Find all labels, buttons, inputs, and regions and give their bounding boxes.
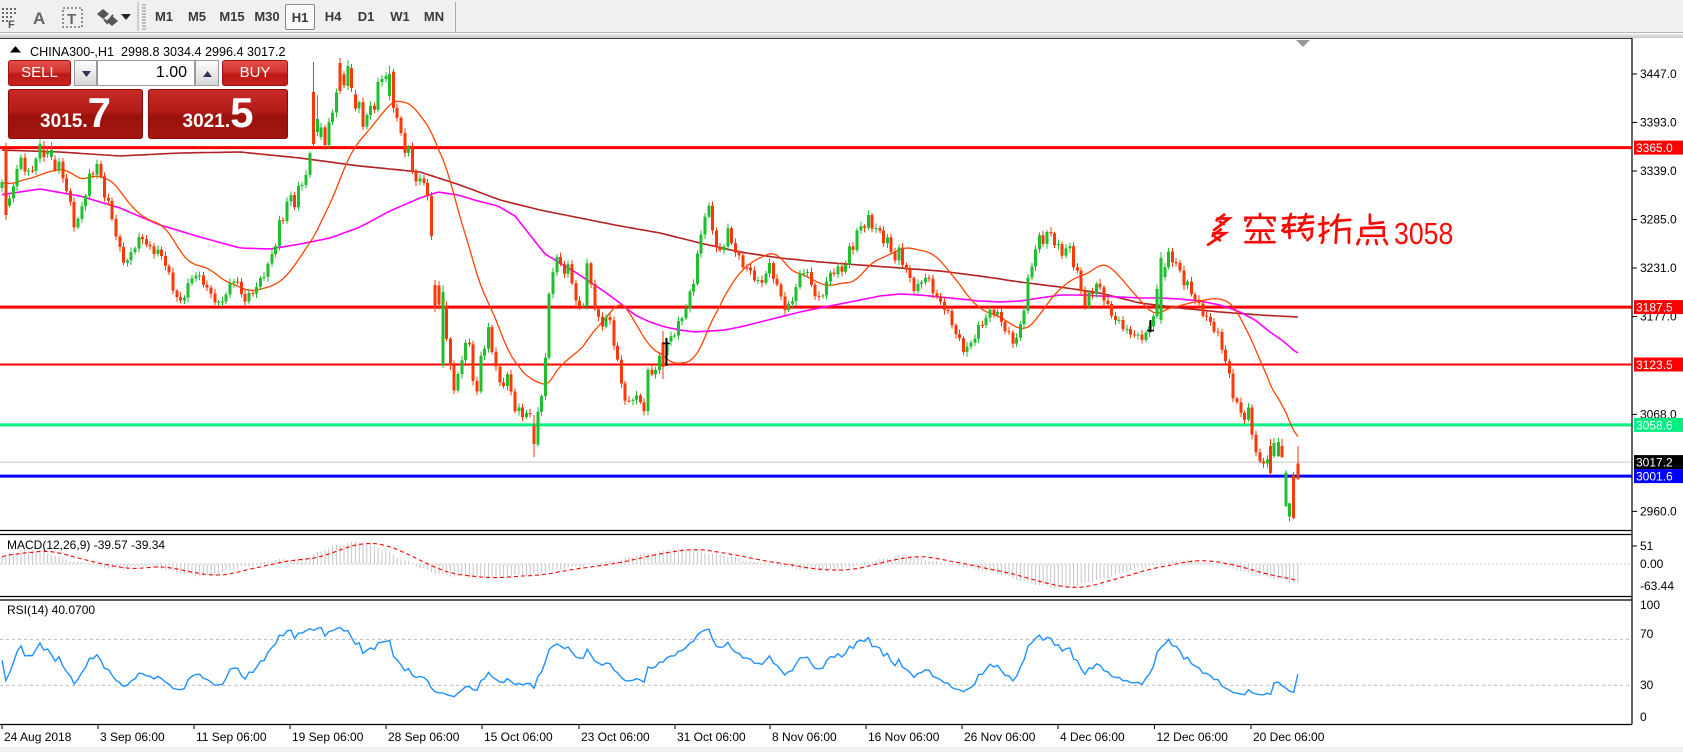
svg-text:26 Nov 06:00: 26 Nov 06:00 — [964, 730, 1036, 744]
svg-text:0: 0 — [1640, 710, 1647, 724]
svg-text:20 Dec 06:00: 20 Dec 06:00 — [1253, 730, 1325, 744]
svg-text:3393.0: 3393.0 — [1640, 116, 1677, 130]
svg-text:3123.5: 3123.5 — [1636, 358, 1673, 372]
svg-text:51: 51 — [1640, 539, 1654, 553]
svg-text:3017.2: 3017.2 — [1636, 456, 1673, 470]
svg-text:3058: 3058 — [1394, 217, 1453, 251]
svg-text:3339.0: 3339.0 — [1640, 164, 1677, 178]
svg-text:23 Oct 06:00: 23 Oct 06:00 — [581, 730, 650, 744]
svg-text:F: F — [8, 19, 15, 31]
svg-text:8 Nov 06:00: 8 Nov 06:00 — [772, 730, 837, 744]
svg-text:RSI(14) 40.0700: RSI(14) 40.0700 — [7, 603, 95, 617]
svg-text:3001.6: 3001.6 — [1636, 470, 1673, 484]
svg-text:-63.44: -63.44 — [1640, 579, 1674, 593]
svg-text:0.00: 0.00 — [1640, 557, 1664, 571]
svg-text:16 Nov 06:00: 16 Nov 06:00 — [868, 730, 940, 744]
svg-text:4 Dec 06:00: 4 Dec 06:00 — [1060, 730, 1125, 744]
svg-text:15 Oct 06:00: 15 Oct 06:00 — [484, 730, 553, 744]
svg-text:12 Dec 06:00: 12 Dec 06:00 — [1157, 730, 1229, 744]
svg-text:A: A — [33, 9, 45, 28]
svg-text:3231.0: 3231.0 — [1640, 261, 1677, 275]
svg-text:T: T — [67, 11, 76, 28]
svg-text:24 Aug 2018: 24 Aug 2018 — [4, 730, 72, 744]
svg-text:3285.0: 3285.0 — [1640, 213, 1677, 227]
svg-text:11 Sep 06:00: 11 Sep 06:00 — [196, 730, 267, 744]
svg-text:3187.5: 3187.5 — [1636, 301, 1673, 315]
svg-text:MACD(12,26,9) -39.57 -39.34: MACD(12,26,9) -39.57 -39.34 — [7, 538, 165, 552]
svg-text:CHINA300-,H1 2998.8 3034.4 29: CHINA300-,H1 2998.8 3034.4 2996.4 3017.2 — [30, 45, 286, 59]
svg-text:70: 70 — [1640, 627, 1654, 641]
svg-text:30: 30 — [1640, 678, 1654, 692]
svg-text:19 Sep 06:00: 19 Sep 06:00 — [292, 730, 364, 744]
svg-text:28 Sep 06:00: 28 Sep 06:00 — [388, 730, 460, 744]
svg-text:31 Oct 06:00: 31 Oct 06:00 — [677, 730, 746, 744]
svg-text:3058.6: 3058.6 — [1636, 418, 1673, 432]
svg-text:100: 100 — [1640, 598, 1660, 612]
svg-text:3365.0: 3365.0 — [1636, 141, 1673, 155]
svg-text:3447.0: 3447.0 — [1640, 67, 1677, 81]
svg-text:2960.0: 2960.0 — [1640, 504, 1677, 518]
svg-text:3 Sep 06:00: 3 Sep 06:00 — [100, 730, 165, 744]
